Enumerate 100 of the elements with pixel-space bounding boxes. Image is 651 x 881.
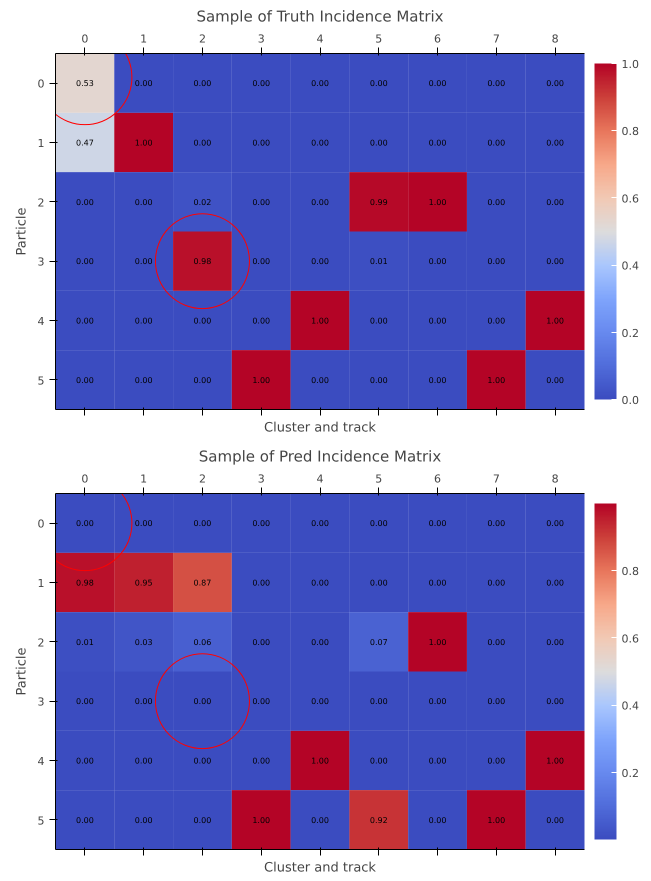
data-label: 0.00 [546, 816, 564, 825]
data-label: 0.07 [370, 638, 388, 647]
data-label: 0.00 [370, 697, 388, 706]
data-label: 0.00 [370, 138, 388, 148]
data-label: 0.00 [487, 638, 506, 647]
data-label: 0.00 [428, 316, 446, 326]
color-bar-label: 0.0 [622, 394, 639, 407]
data-label: 0.00 [76, 316, 94, 326]
data-label: 0.95 [134, 578, 153, 588]
color-bar-label: 0.2 [622, 326, 639, 340]
data-label: 0.00 [487, 257, 506, 266]
data-label: 0.00 [546, 697, 564, 706]
x-tick-label: 3 [258, 472, 265, 486]
data-label: 0.00 [428, 376, 446, 385]
data-label: 0.00 [76, 756, 94, 766]
data-label: 0.00 [428, 578, 446, 588]
data-label: 0.00 [252, 198, 270, 207]
data-label: 0.00 [546, 519, 564, 528]
data-label: 0.00 [194, 316, 212, 326]
data-label: 0.00 [134, 79, 153, 88]
data-label: 0.00 [194, 816, 212, 825]
data-label: 0.00 [311, 198, 329, 207]
data-label: 0.00 [370, 79, 388, 88]
y-tick-label: 5 [38, 374, 44, 388]
y-tick-label: 2 [38, 636, 44, 650]
y-tick-label: 0 [38, 78, 44, 91]
data-label: 0.00 [76, 198, 94, 207]
data-label: 0.00 [252, 578, 270, 588]
data-label: 0.00 [134, 697, 153, 706]
data-label: 0.00 [194, 138, 212, 148]
data-label: 0.00 [311, 697, 329, 706]
data-label: 0.00 [311, 578, 329, 588]
data-label: 0.00 [311, 138, 329, 148]
data-label: 0.00 [428, 697, 446, 706]
y-tick-label: 4 [38, 755, 44, 768]
data-label: 0.06 [194, 638, 212, 647]
data-label: 0.00 [546, 257, 564, 266]
data-label: 1.00 [252, 816, 270, 825]
data-label: 0.00 [252, 79, 270, 88]
x-tick-label: 2 [198, 472, 206, 486]
x-tick-label: 1 [140, 32, 148, 46]
data-label: 0.00 [76, 697, 94, 706]
x-tick-label: 4 [316, 32, 324, 46]
data-label: 0.47 [76, 138, 94, 148]
data-label: 0.00 [546, 138, 564, 148]
data-label: 0.00 [311, 257, 329, 266]
data-label: 0.00 [370, 519, 388, 528]
data-label: 0.00 [134, 816, 153, 825]
data-label: 0.00 [487, 697, 506, 706]
data-label: 0.00 [76, 816, 94, 825]
y-tick-label: 0 [38, 518, 44, 531]
chart-title: Sample of Truth Incidence Matrix [196, 8, 444, 26]
color-bar-label: 0.6 [622, 632, 639, 646]
data-label: 0.01 [76, 638, 94, 647]
data-label: 1.00 [487, 816, 506, 825]
data-label: 0.00 [311, 79, 329, 88]
data-label: 0.00 [428, 816, 446, 825]
x-tick-label: 0 [81, 472, 88, 486]
data-label: 0.00 [428, 79, 446, 88]
x-axis-title: Cluster and track [264, 420, 376, 436]
y-axis-title: Particle [14, 647, 30, 696]
data-label: 0.92 [370, 816, 388, 825]
x-tick-label: 5 [375, 472, 382, 486]
data-label: 0.00 [487, 79, 506, 88]
data-label: 0.00 [194, 519, 212, 528]
data-label: 1.00 [311, 756, 329, 766]
data-label: 0.00 [487, 578, 506, 588]
data-label: 0.00 [252, 316, 270, 326]
data-label: 0.01 [370, 257, 388, 266]
data-label: 0.00 [487, 138, 506, 148]
color-bar-label: 0.4 [622, 260, 639, 273]
data-label: 0.00 [76, 257, 94, 266]
x-tick-label: 7 [492, 32, 500, 46]
data-label: 0.00 [546, 376, 564, 385]
data-label: 1.00 [487, 376, 506, 385]
data-label: 0.00 [134, 257, 153, 266]
x-tick-label: 7 [492, 472, 500, 486]
data-label: 0.00 [546, 638, 564, 647]
data-label: 0.00 [370, 316, 388, 326]
data-label: 0.00 [194, 756, 212, 766]
color-bar-label: 0.6 [622, 192, 639, 206]
x-tick-label: 5 [375, 32, 382, 46]
data-label: 0.00 [428, 257, 446, 266]
x-tick-label: 6 [434, 32, 442, 46]
data-label: 1.00 [546, 316, 564, 326]
data-label: 0.00 [134, 376, 153, 385]
data-label: 0.00 [428, 519, 446, 528]
data-label: 1.00 [428, 638, 446, 647]
data-label: 0.00 [487, 756, 506, 766]
x-tick-label: 1 [140, 472, 148, 486]
y-axis-title: Particle [14, 207, 30, 256]
data-label: 0.03 [134, 638, 153, 647]
x-tick-label: 8 [552, 472, 559, 486]
color-bar-label: 0.4 [622, 700, 639, 713]
data-label: 1.00 [546, 756, 564, 766]
data-label: 0.00 [252, 257, 270, 266]
data-label: 0.00 [428, 756, 446, 766]
x-tick-label: 8 [552, 32, 559, 46]
data-label: 0.00 [311, 638, 329, 647]
data-label: 0.00 [311, 376, 329, 385]
